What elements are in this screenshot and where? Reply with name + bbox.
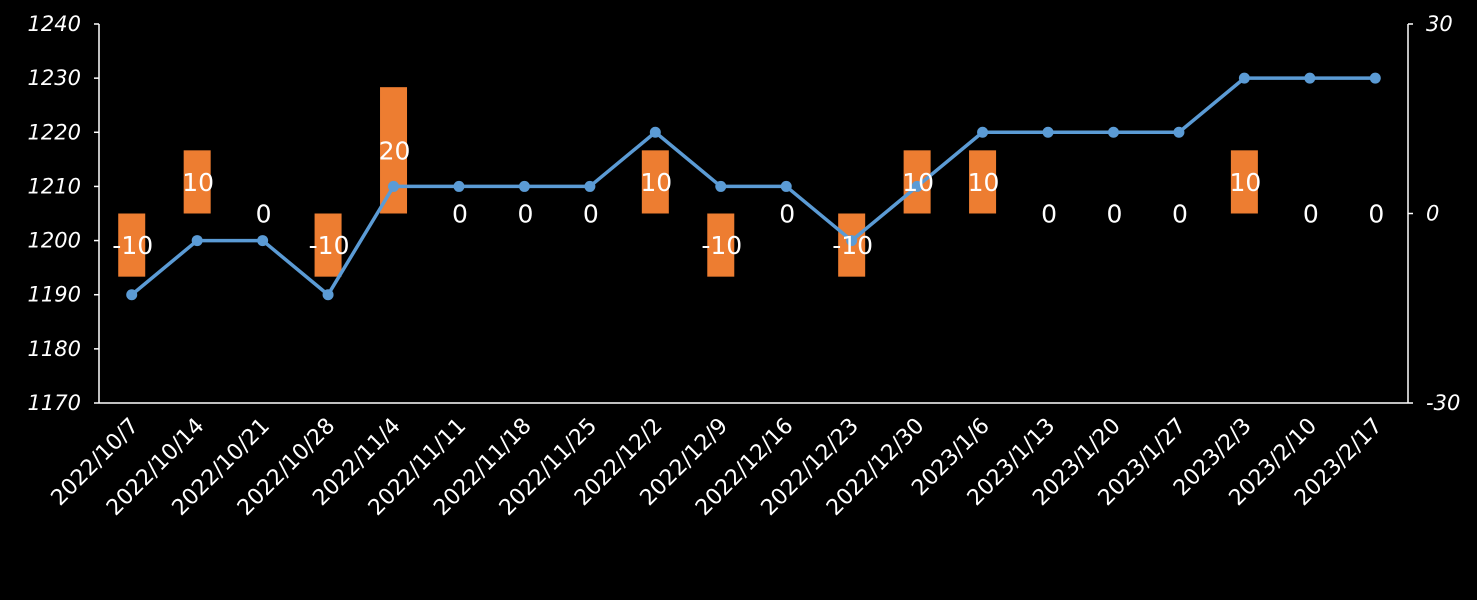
bar-data-label: 10 bbox=[640, 168, 672, 197]
bar bbox=[314, 213, 342, 277]
line-point bbox=[911, 180, 923, 192]
bar bbox=[707, 213, 735, 277]
bar bbox=[118, 213, 146, 277]
bar-data-label: 0 bbox=[1172, 200, 1188, 229]
right-tick-label: 0 bbox=[1426, 202, 1439, 226]
bar-data-label: -10 bbox=[112, 231, 153, 260]
left-tick-label: 1180 bbox=[28, 337, 81, 361]
line-point bbox=[191, 235, 203, 247]
line-point bbox=[780, 180, 792, 192]
line-point bbox=[584, 180, 596, 192]
line-point bbox=[388, 180, 400, 192]
line-point bbox=[1304, 72, 1316, 84]
line-point bbox=[715, 180, 727, 192]
bar-data-label: 10 bbox=[1229, 168, 1261, 197]
line-point bbox=[322, 289, 334, 301]
left-tick-label: 1170 bbox=[28, 391, 81, 415]
chart-axes: 1240 1230 1220 1210 1200 1190 1180 1170 30 0 -30 bbox=[28, 12, 1461, 415]
bar-data-label: 0 bbox=[1041, 200, 1057, 229]
bar-data-label: 0 bbox=[779, 200, 795, 229]
bar-data-label: 0 bbox=[1368, 200, 1384, 229]
line-point bbox=[1173, 126, 1185, 138]
line-point bbox=[1042, 126, 1054, 138]
bar-series bbox=[118, 87, 1258, 277]
x-axis-ticks: 2022/10/72022/10/142022/10/212022/10/282… bbox=[47, 414, 1388, 521]
bar bbox=[969, 150, 997, 214]
bar bbox=[183, 150, 211, 214]
left-tick-label: 1190 bbox=[28, 283, 81, 307]
left-tick-label: 1240 bbox=[28, 12, 81, 36]
series-line bbox=[130, 76, 1376, 297]
bar-data-label: -10 bbox=[832, 231, 873, 260]
bar bbox=[641, 150, 669, 214]
line-point bbox=[1107, 126, 1119, 138]
bar-data-label: 0 bbox=[452, 200, 468, 229]
bar-data-label: 0 bbox=[1107, 200, 1123, 229]
bar-data-label: 10 bbox=[182, 168, 214, 197]
line-series bbox=[126, 72, 1381, 301]
bar-data-label: 0 bbox=[1303, 200, 1319, 229]
line-point bbox=[1369, 72, 1381, 84]
line-point bbox=[126, 289, 138, 301]
left-tick-label: 1210 bbox=[28, 174, 81, 198]
right-tick-label: 30 bbox=[1426, 12, 1453, 36]
line-point bbox=[453, 180, 465, 192]
data-labels: -10 10 0 -10 20 0 0 0 10 -10 0 -10 10 10 0 0 0 10 0 0 bbox=[112, 136, 1384, 260]
line-point bbox=[257, 235, 269, 247]
bar-data-label: 0 bbox=[583, 200, 599, 229]
bar-data-label: 10 bbox=[968, 168, 1000, 197]
line-point bbox=[649, 126, 661, 138]
line-point bbox=[1238, 72, 1250, 84]
line-point bbox=[977, 126, 989, 138]
right-tick-label: -30 bbox=[1426, 391, 1460, 415]
bar-data-label: -10 bbox=[701, 231, 742, 260]
bar-data-label: 10 bbox=[902, 168, 934, 197]
bar-data-label: -10 bbox=[309, 231, 350, 260]
bar bbox=[1230, 150, 1258, 214]
left-tick-label: 1230 bbox=[28, 66, 81, 90]
left-tick-label: 1200 bbox=[28, 229, 81, 253]
left-tick-label: 1220 bbox=[28, 120, 81, 144]
bar bbox=[380, 87, 408, 214]
bar-data-label: 20 bbox=[379, 136, 411, 165]
bar-data-label: 0 bbox=[256, 200, 272, 229]
line-point bbox=[846, 235, 858, 247]
bar-data-label: 0 bbox=[517, 200, 533, 229]
line-point bbox=[518, 180, 530, 192]
